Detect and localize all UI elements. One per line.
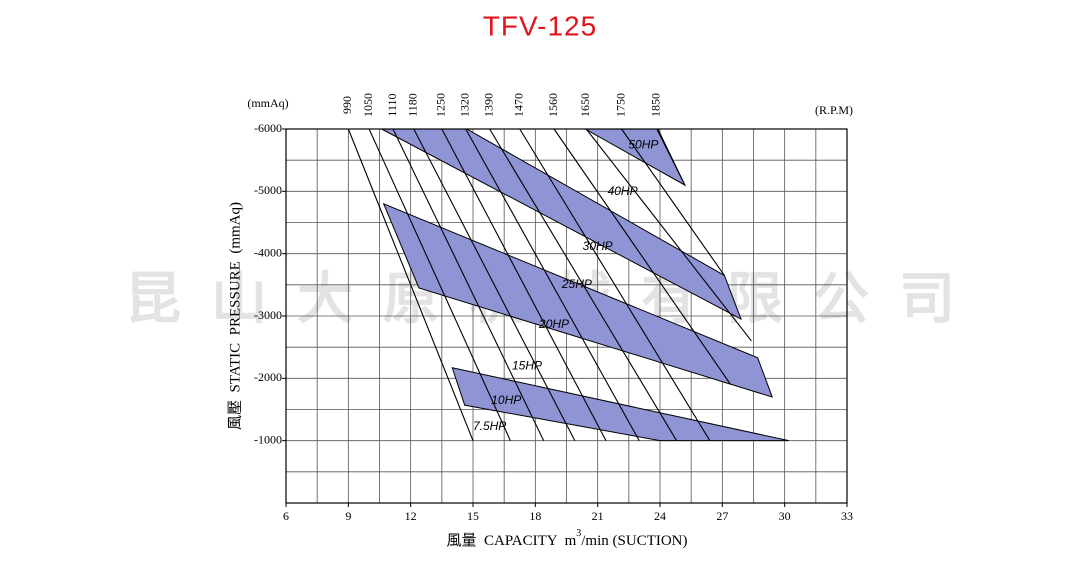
rpm-label: 1250 xyxy=(434,93,448,117)
y-tick-label: -2000 xyxy=(254,370,282,384)
rpm-line xyxy=(656,128,686,186)
x-label-part: /min (SUCTION) xyxy=(581,533,687,549)
y-tick-label: -4000 xyxy=(254,245,282,259)
rpm-unit: (R.P.M) xyxy=(815,103,853,117)
hp-label: 7.5HP xyxy=(473,419,506,433)
rpm-label: 1110 xyxy=(385,93,399,116)
rpm-line xyxy=(413,128,576,441)
rpm-line xyxy=(465,128,640,441)
rpm-label: 1850 xyxy=(649,93,663,117)
rpm-label: 1390 xyxy=(481,93,495,117)
x-tick-label: 15 xyxy=(467,509,479,523)
rpm-label: 990 xyxy=(340,96,354,114)
x-tick-label: 9 xyxy=(345,509,351,523)
x-axis-label: 風量 CAPACITY m3/min (SUCTION) xyxy=(447,528,688,549)
x-label-part: 風量 CAPACITY m xyxy=(447,533,577,549)
x-tick-label: 27 xyxy=(716,509,728,523)
rpm-label: 1560 xyxy=(546,93,560,117)
rpm-line xyxy=(347,128,474,441)
x-tick-label: 30 xyxy=(779,509,791,523)
y-tick-label: -1000 xyxy=(254,432,282,446)
plot-frame xyxy=(285,128,848,504)
rpm-line xyxy=(585,128,752,342)
x-tick-label: 18 xyxy=(529,509,541,523)
rpm-label: 1320 xyxy=(457,93,471,117)
hp-label: 15HP xyxy=(512,359,542,373)
hp-label: 10HP xyxy=(491,393,521,407)
y-unit: (mmAq) xyxy=(247,96,288,110)
rpm-line xyxy=(441,128,607,441)
x-label-sup: 3 xyxy=(576,528,581,539)
rpm-line xyxy=(519,128,711,441)
hp-label: 30HP xyxy=(583,239,613,253)
y-tick-label: -3000 xyxy=(254,308,282,322)
x-tick-label: 12 xyxy=(405,509,417,523)
rpm-label: 1050 xyxy=(361,93,375,117)
rpm-label: 1180 xyxy=(406,93,420,117)
y-axis-label: 風壓 STATIC PRESSURE (mmAq) xyxy=(227,202,243,430)
rpm-label: 1650 xyxy=(578,93,592,117)
rpm-label: 1750 xyxy=(613,93,627,117)
x-tick-label: 21 xyxy=(592,509,604,523)
rpm-line xyxy=(553,128,732,385)
hp-label: 50HP xyxy=(628,137,658,151)
x-tick-label: 24 xyxy=(654,509,666,523)
rpm-label: 1470 xyxy=(512,93,526,117)
hp-band xyxy=(451,367,789,442)
rpm-line xyxy=(621,128,725,276)
hp-label: 20HP xyxy=(538,317,569,331)
rpm-line xyxy=(489,128,678,441)
hp-label: 40HP xyxy=(608,184,638,198)
y-tick-label: -5000 xyxy=(254,183,282,197)
rpm-line xyxy=(368,128,511,441)
chart-title: TFV-125 xyxy=(483,10,597,41)
hp-band xyxy=(382,202,774,398)
y-tick-label: -6000 xyxy=(254,121,282,135)
hp-label: 25HP xyxy=(561,277,592,291)
rpm-line xyxy=(392,128,545,441)
x-tick-label: 33 xyxy=(841,509,853,523)
x-tick-label: 6 xyxy=(283,509,289,523)
